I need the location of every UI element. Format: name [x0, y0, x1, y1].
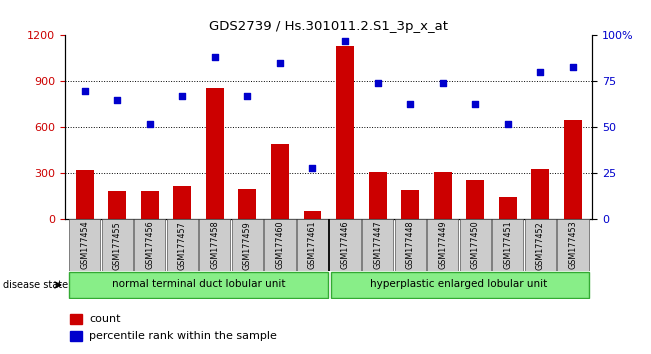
- Text: GSM177459: GSM177459: [243, 221, 252, 269]
- Point: [242, 93, 253, 99]
- Text: GSM177450: GSM177450: [471, 221, 480, 269]
- FancyBboxPatch shape: [427, 219, 458, 271]
- Text: GSM177446: GSM177446: [340, 221, 350, 269]
- Bar: [466, 179, 484, 219]
- FancyBboxPatch shape: [69, 219, 100, 271]
- Bar: [238, 189, 256, 219]
- Bar: [76, 170, 94, 219]
- Text: GSM177449: GSM177449: [438, 221, 447, 269]
- Text: GSM177454: GSM177454: [80, 221, 89, 269]
- FancyBboxPatch shape: [395, 219, 426, 271]
- Text: hyperplastic enlarged lobular unit: hyperplastic enlarged lobular unit: [370, 279, 547, 290]
- FancyBboxPatch shape: [460, 219, 491, 271]
- Bar: [70, 331, 82, 341]
- Bar: [531, 169, 549, 219]
- Point: [340, 38, 350, 44]
- Text: GSM177453: GSM177453: [568, 221, 577, 269]
- FancyBboxPatch shape: [199, 219, 230, 271]
- Text: GSM177455: GSM177455: [113, 221, 122, 269]
- Text: normal terminal duct lobular unit: normal terminal duct lobular unit: [112, 279, 285, 290]
- Bar: [499, 197, 517, 219]
- Bar: [70, 314, 82, 324]
- Text: percentile rank within the sample: percentile rank within the sample: [89, 331, 277, 341]
- Bar: [271, 144, 289, 219]
- Point: [112, 97, 122, 103]
- Bar: [336, 46, 354, 219]
- FancyBboxPatch shape: [297, 219, 328, 271]
- Bar: [368, 172, 387, 219]
- Point: [372, 80, 383, 86]
- Text: GSM177458: GSM177458: [210, 221, 219, 269]
- FancyBboxPatch shape: [134, 219, 165, 271]
- Text: GSM177460: GSM177460: [275, 221, 284, 269]
- Point: [405, 101, 415, 106]
- Text: GSM177448: GSM177448: [406, 221, 415, 269]
- Text: disease state: disease state: [3, 280, 68, 290]
- FancyBboxPatch shape: [69, 272, 328, 298]
- Text: GSM177457: GSM177457: [178, 221, 187, 269]
- Point: [307, 165, 318, 171]
- Bar: [303, 211, 322, 219]
- Point: [210, 55, 220, 60]
- FancyBboxPatch shape: [525, 219, 556, 271]
- FancyBboxPatch shape: [102, 219, 133, 271]
- FancyBboxPatch shape: [362, 219, 393, 271]
- Point: [437, 80, 448, 86]
- Text: GSM177451: GSM177451: [503, 221, 512, 269]
- Bar: [173, 187, 191, 219]
- FancyBboxPatch shape: [492, 219, 523, 271]
- Text: GSM177461: GSM177461: [308, 221, 317, 269]
- FancyBboxPatch shape: [264, 219, 296, 271]
- Point: [470, 101, 480, 106]
- Bar: [564, 120, 582, 219]
- FancyBboxPatch shape: [167, 219, 198, 271]
- Bar: [141, 191, 159, 219]
- Point: [79, 88, 90, 93]
- Text: GSM177447: GSM177447: [373, 221, 382, 269]
- FancyBboxPatch shape: [232, 219, 263, 271]
- Bar: [206, 87, 224, 219]
- Bar: [401, 189, 419, 219]
- FancyBboxPatch shape: [557, 219, 589, 271]
- FancyBboxPatch shape: [329, 219, 361, 271]
- Title: GDS2739 / Hs.301011.2.S1_3p_x_at: GDS2739 / Hs.301011.2.S1_3p_x_at: [209, 20, 449, 33]
- Text: GSM177452: GSM177452: [536, 221, 545, 269]
- Point: [177, 93, 187, 99]
- Point: [275, 60, 285, 66]
- Point: [535, 69, 546, 75]
- Text: GSM177456: GSM177456: [145, 221, 154, 269]
- Bar: [108, 191, 126, 219]
- FancyBboxPatch shape: [331, 272, 589, 298]
- Point: [145, 121, 155, 127]
- Text: count: count: [89, 314, 120, 324]
- Bar: [434, 172, 452, 219]
- Point: [568, 64, 578, 69]
- Point: [503, 121, 513, 127]
